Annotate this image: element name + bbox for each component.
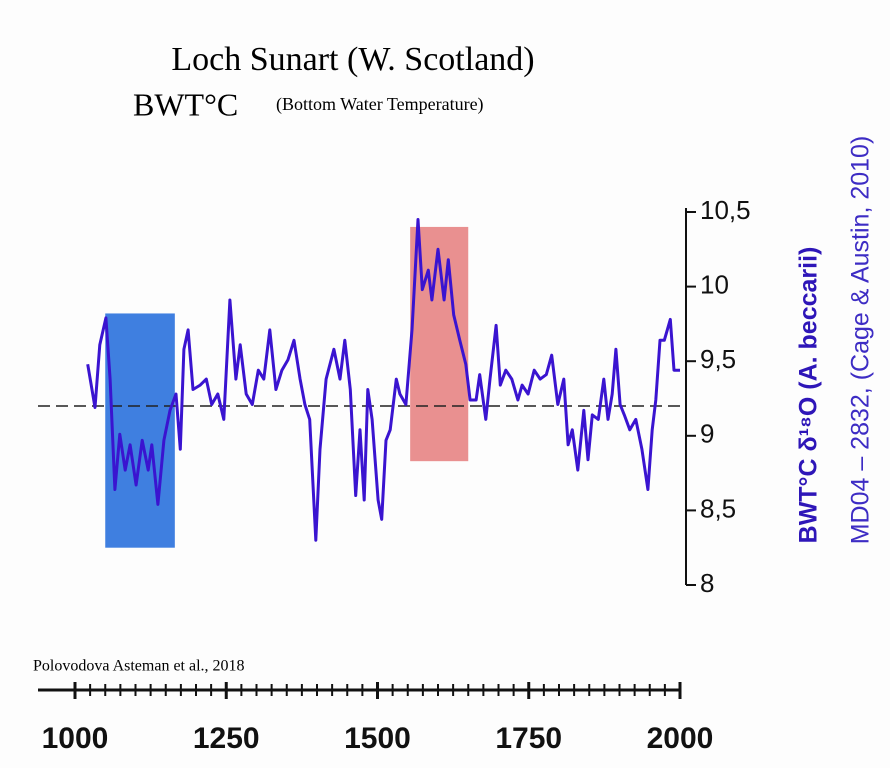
source: Polovodova Asteman et al., 2018 (33, 658, 245, 675)
y-tick-label: 9,5 (700, 344, 736, 374)
x-tick-label: 1750 (495, 722, 562, 755)
chart-subtitle: BWT°C (133, 86, 238, 122)
y-tick-label: 8 (700, 568, 714, 598)
x-tick-label: 1500 (344, 722, 411, 755)
x-tick-label: 2000 (647, 722, 714, 755)
y-tick-label: 10 (700, 269, 729, 299)
y-axis-label: BWT°C δ¹⁸O (A. beccarii) (795, 247, 823, 544)
x-tick-label: 1000 (42, 722, 109, 755)
y-tick-label: 9 (700, 419, 714, 449)
y-axis-label-2: MD04 – 2832, (Cage & Austin, 2010) (847, 136, 875, 545)
subtitle-note: (Bottom Water Temperature) (276, 94, 484, 115)
shaded-region (105, 313, 175, 548)
data-line (86, 218, 680, 542)
x-tick-label: 1250 (193, 722, 260, 755)
y-tick-label: 8,5 (700, 493, 736, 523)
y-tick-label: 10,5 (700, 195, 751, 225)
chart-title: Loch Sunart (W. Scotland) (171, 41, 534, 78)
